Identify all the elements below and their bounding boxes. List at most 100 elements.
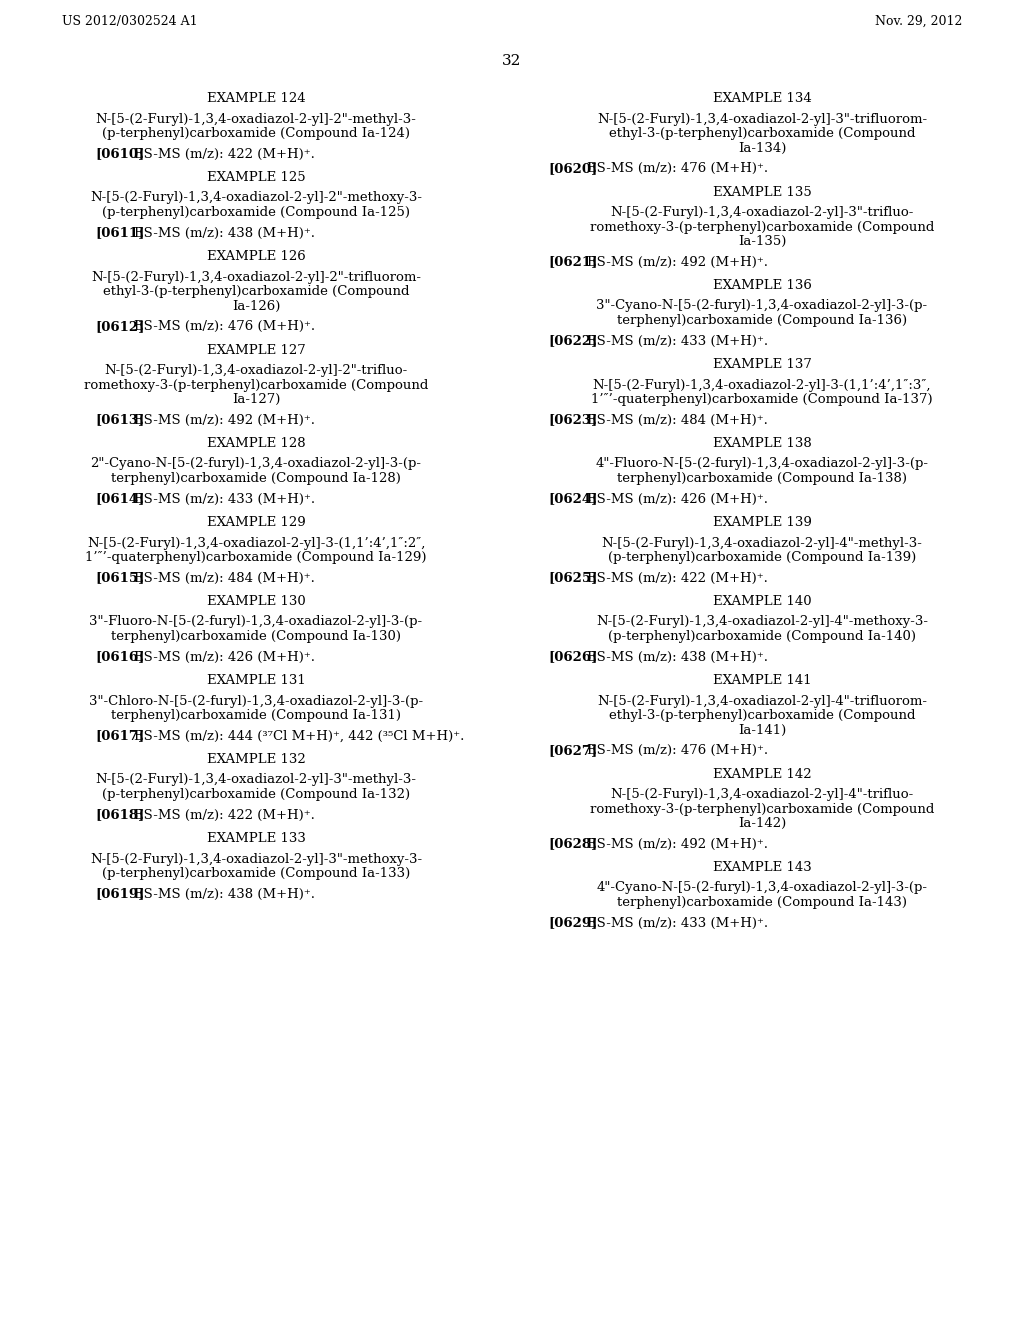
Text: [0620]: [0620] — [548, 162, 597, 176]
Text: N-[5-(2-Furyl)-1,3,4-oxadiazol-2-yl]-4"-methyl-3-: N-[5-(2-Furyl)-1,3,4-oxadiazol-2-yl]-4"-… — [601, 536, 923, 549]
Text: ES-MS (m/z): 433 (M+H)⁺.: ES-MS (m/z): 433 (M+H)⁺. — [134, 492, 315, 506]
Text: (p-terphenyl)carboxamide (Compound Ia-140): (p-terphenyl)carboxamide (Compound Ia-14… — [608, 630, 916, 643]
Text: [0618]: [0618] — [95, 808, 144, 821]
Text: (p-terphenyl)carboxamide (Compound Ia-139): (p-terphenyl)carboxamide (Compound Ia-13… — [608, 550, 916, 564]
Text: ES-MS (m/z): 426 (M+H)⁺.: ES-MS (m/z): 426 (M+H)⁺. — [587, 492, 768, 506]
Text: 3"-Cyano-N-[5-(2-furyl)-1,3,4-oxadiazol-2-yl]-3-(p-: 3"-Cyano-N-[5-(2-furyl)-1,3,4-oxadiazol-… — [596, 300, 928, 313]
Text: US 2012/0302524 A1: US 2012/0302524 A1 — [62, 15, 198, 28]
Text: terphenyl)carboxamide (Compound Ia-143): terphenyl)carboxamide (Compound Ia-143) — [617, 896, 907, 909]
Text: 3"-Fluoro-N-[5-(2-furyl)-1,3,4-oxadiazol-2-yl]-3-(p-: 3"-Fluoro-N-[5-(2-furyl)-1,3,4-oxadiazol… — [89, 615, 423, 628]
Text: EXAMPLE 137: EXAMPLE 137 — [713, 358, 811, 371]
Text: [0628]: [0628] — [548, 837, 597, 850]
Text: N-[5-(2-Furyl)-1,3,4-oxadiazol-2-yl]-2"-trifluo-: N-[5-(2-Furyl)-1,3,4-oxadiazol-2-yl]-2"-… — [104, 364, 408, 378]
Text: [0615]: [0615] — [95, 572, 144, 585]
Text: EXAMPLE 129: EXAMPLE 129 — [207, 516, 305, 529]
Text: EXAMPLE 125: EXAMPLE 125 — [207, 172, 305, 183]
Text: 1’″’-quaterphenyl)carboxamide (Compound Ia-129): 1’″’-quaterphenyl)carboxamide (Compound … — [85, 550, 427, 564]
Text: ES-MS (m/z): 426 (M+H)⁺.: ES-MS (m/z): 426 (M+H)⁺. — [134, 651, 315, 664]
Text: ES-MS (m/z): 422 (M+H)⁺.: ES-MS (m/z): 422 (M+H)⁺. — [134, 808, 315, 821]
Text: Nov. 29, 2012: Nov. 29, 2012 — [874, 15, 962, 28]
Text: 32: 32 — [503, 54, 521, 69]
Text: [0624]: [0624] — [548, 492, 597, 506]
Text: N-[5-(2-Furyl)-1,3,4-oxadiazol-2-yl]-2"-methyl-3-: N-[5-(2-Furyl)-1,3,4-oxadiazol-2-yl]-2"-… — [95, 112, 417, 125]
Text: 4"-Fluoro-N-[5-(2-furyl)-1,3,4-oxadiazol-2-yl]-3-(p-: 4"-Fluoro-N-[5-(2-furyl)-1,3,4-oxadiazol… — [596, 458, 929, 470]
Text: EXAMPLE 132: EXAMPLE 132 — [207, 752, 305, 766]
Text: N-[5-(2-Furyl)-1,3,4-oxadiazol-2-yl]-3-(1,1’:4’,1″:2″,: N-[5-(2-Furyl)-1,3,4-oxadiazol-2-yl]-3-(… — [87, 536, 425, 549]
Text: ES-MS (m/z): 492 (M+H)⁺.: ES-MS (m/z): 492 (M+H)⁺. — [134, 413, 315, 426]
Text: ES-MS (m/z): 484 (M+H)⁺.: ES-MS (m/z): 484 (M+H)⁺. — [587, 413, 768, 426]
Text: EXAMPLE 138: EXAMPLE 138 — [713, 437, 811, 450]
Text: ethyl-3-(p-terphenyl)carboxamide (Compound: ethyl-3-(p-terphenyl)carboxamide (Compou… — [608, 709, 915, 722]
Text: romethoxy-3-(p-terphenyl)carboxamide (Compound: romethoxy-3-(p-terphenyl)carboxamide (Co… — [84, 379, 428, 392]
Text: ethyl-3-(p-terphenyl)carboxamide (Compound: ethyl-3-(p-terphenyl)carboxamide (Compou… — [608, 127, 915, 140]
Text: ES-MS (m/z): 444 (³⁷Cl M+H)⁺, 442 (³⁵Cl M+H)⁺.: ES-MS (m/z): 444 (³⁷Cl M+H)⁺, 442 (³⁵Cl … — [134, 730, 465, 742]
Text: ES-MS (m/z): 422 (M+H)⁺.: ES-MS (m/z): 422 (M+H)⁺. — [587, 572, 768, 585]
Text: ES-MS (m/z): 438 (M+H)⁺.: ES-MS (m/z): 438 (M+H)⁺. — [587, 651, 768, 664]
Text: EXAMPLE 136: EXAMPLE 136 — [713, 279, 811, 292]
Text: EXAMPLE 142: EXAMPLE 142 — [713, 767, 811, 780]
Text: Ia-135): Ia-135) — [738, 235, 786, 248]
Text: EXAMPLE 141: EXAMPLE 141 — [713, 675, 811, 686]
Text: [0610]: [0610] — [95, 148, 144, 161]
Text: ES-MS (m/z): 422 (M+H)⁺.: ES-MS (m/z): 422 (M+H)⁺. — [134, 148, 315, 161]
Text: terphenyl)carboxamide (Compound Ia-131): terphenyl)carboxamide (Compound Ia-131) — [111, 709, 401, 722]
Text: N-[5-(2-Furyl)-1,3,4-oxadiazol-2-yl]-3"-trifluo-: N-[5-(2-Furyl)-1,3,4-oxadiazol-2-yl]-3"-… — [610, 206, 913, 219]
Text: N-[5-(2-Furyl)-1,3,4-oxadiazol-2-yl]-2"-methoxy-3-: N-[5-(2-Furyl)-1,3,4-oxadiazol-2-yl]-2"-… — [90, 191, 422, 205]
Text: ES-MS (m/z): 433 (M+H)⁺.: ES-MS (m/z): 433 (M+H)⁺. — [587, 334, 768, 347]
Text: EXAMPLE 134: EXAMPLE 134 — [713, 92, 811, 106]
Text: romethoxy-3-(p-terphenyl)carboxamide (Compound: romethoxy-3-(p-terphenyl)carboxamide (Co… — [590, 803, 934, 816]
Text: terphenyl)carboxamide (Compound Ia-130): terphenyl)carboxamide (Compound Ia-130) — [111, 630, 401, 643]
Text: [0623]: [0623] — [548, 413, 597, 426]
Text: EXAMPLE 127: EXAMPLE 127 — [207, 343, 305, 356]
Text: ES-MS (m/z): 438 (M+H)⁺.: ES-MS (m/z): 438 (M+H)⁺. — [134, 227, 315, 239]
Text: [0626]: [0626] — [548, 651, 597, 664]
Text: Ia-127): Ia-127) — [231, 393, 281, 407]
Text: [0616]: [0616] — [95, 651, 144, 664]
Text: [0629]: [0629] — [548, 916, 597, 929]
Text: ES-MS (m/z): 433 (M+H)⁺.: ES-MS (m/z): 433 (M+H)⁺. — [587, 916, 768, 929]
Text: ES-MS (m/z): 492 (M+H)⁺.: ES-MS (m/z): 492 (M+H)⁺. — [587, 837, 768, 850]
Text: [0627]: [0627] — [548, 744, 597, 756]
Text: EXAMPLE 133: EXAMPLE 133 — [207, 832, 305, 845]
Text: [0612]: [0612] — [95, 319, 144, 333]
Text: terphenyl)carboxamide (Compound Ia-128): terphenyl)carboxamide (Compound Ia-128) — [111, 473, 401, 484]
Text: (p-terphenyl)carboxamide (Compound Ia-132): (p-terphenyl)carboxamide (Compound Ia-13… — [102, 788, 410, 801]
Text: EXAMPLE 140: EXAMPLE 140 — [713, 595, 811, 609]
Text: ES-MS (m/z): 438 (M+H)⁺.: ES-MS (m/z): 438 (M+H)⁺. — [134, 887, 315, 900]
Text: ES-MS (m/z): 484 (M+H)⁺.: ES-MS (m/z): 484 (M+H)⁺. — [134, 572, 315, 585]
Text: ES-MS (m/z): 476 (M+H)⁺.: ES-MS (m/z): 476 (M+H)⁺. — [587, 162, 768, 176]
Text: N-[5-(2-Furyl)-1,3,4-oxadiazol-2-yl]-2"-trifluorom-: N-[5-(2-Furyl)-1,3,4-oxadiazol-2-yl]-2"-… — [91, 271, 421, 284]
Text: 1’″’-quaterphenyl)carboxamide (Compound Ia-137): 1’″’-quaterphenyl)carboxamide (Compound … — [591, 393, 933, 407]
Text: [0621]: [0621] — [548, 256, 597, 268]
Text: (p-terphenyl)carboxamide (Compound Ia-125): (p-terphenyl)carboxamide (Compound Ia-12… — [102, 206, 410, 219]
Text: terphenyl)carboxamide (Compound Ia-136): terphenyl)carboxamide (Compound Ia-136) — [616, 314, 907, 327]
Text: Ia-126): Ia-126) — [231, 300, 281, 313]
Text: N-[5-(2-Furyl)-1,3,4-oxadiazol-2-yl]-3-(1,1’:4’,1″:3″,: N-[5-(2-Furyl)-1,3,4-oxadiazol-2-yl]-3-(… — [593, 379, 931, 392]
Text: ES-MS (m/z): 476 (M+H)⁺.: ES-MS (m/z): 476 (M+H)⁺. — [587, 744, 768, 756]
Text: N-[5-(2-Furyl)-1,3,4-oxadiazol-2-yl]-4"-methoxy-3-: N-[5-(2-Furyl)-1,3,4-oxadiazol-2-yl]-4"-… — [596, 615, 928, 628]
Text: N-[5-(2-Furyl)-1,3,4-oxadiazol-2-yl]-3"-methyl-3-: N-[5-(2-Furyl)-1,3,4-oxadiazol-2-yl]-3"-… — [95, 774, 417, 787]
Text: EXAMPLE 128: EXAMPLE 128 — [207, 437, 305, 450]
Text: (p-terphenyl)carboxamide (Compound Ia-133): (p-terphenyl)carboxamide (Compound Ia-13… — [101, 867, 411, 880]
Text: [0617]: [0617] — [95, 730, 144, 742]
Text: N-[5-(2-Furyl)-1,3,4-oxadiazol-2-yl]-4"-trifluo-: N-[5-(2-Furyl)-1,3,4-oxadiazol-2-yl]-4"-… — [610, 788, 913, 801]
Text: [0622]: [0622] — [548, 334, 597, 347]
Text: EXAMPLE 131: EXAMPLE 131 — [207, 675, 305, 686]
Text: [0611]: [0611] — [95, 227, 144, 239]
Text: Ia-141): Ia-141) — [738, 723, 786, 737]
Text: romethoxy-3-(p-terphenyl)carboxamide (Compound: romethoxy-3-(p-terphenyl)carboxamide (Co… — [590, 220, 934, 234]
Text: N-[5-(2-Furyl)-1,3,4-oxadiazol-2-yl]-3"-trifluorom-: N-[5-(2-Furyl)-1,3,4-oxadiazol-2-yl]-3"-… — [597, 112, 927, 125]
Text: EXAMPLE 135: EXAMPLE 135 — [713, 186, 811, 198]
Text: EXAMPLE 124: EXAMPLE 124 — [207, 92, 305, 106]
Text: ES-MS (m/z): 492 (M+H)⁺.: ES-MS (m/z): 492 (M+H)⁺. — [587, 256, 768, 268]
Text: EXAMPLE 126: EXAMPLE 126 — [207, 249, 305, 263]
Text: N-[5-(2-Furyl)-1,3,4-oxadiazol-2-yl]-3"-methoxy-3-: N-[5-(2-Furyl)-1,3,4-oxadiazol-2-yl]-3"-… — [90, 853, 422, 866]
Text: Ia-142): Ia-142) — [738, 817, 786, 830]
Text: 2"-Cyano-N-[5-(2-furyl)-1,3,4-oxadiazol-2-yl]-3-(p-: 2"-Cyano-N-[5-(2-furyl)-1,3,4-oxadiazol-… — [90, 458, 422, 470]
Text: terphenyl)carboxamide (Compound Ia-138): terphenyl)carboxamide (Compound Ia-138) — [617, 473, 907, 484]
Text: EXAMPLE 143: EXAMPLE 143 — [713, 861, 811, 874]
Text: 3"-Chloro-N-[5-(2-furyl)-1,3,4-oxadiazol-2-yl]-3-(p-: 3"-Chloro-N-[5-(2-furyl)-1,3,4-oxadiazol… — [89, 694, 423, 708]
Text: [0614]: [0614] — [95, 492, 144, 506]
Text: [0625]: [0625] — [548, 572, 597, 585]
Text: [0619]: [0619] — [95, 887, 144, 900]
